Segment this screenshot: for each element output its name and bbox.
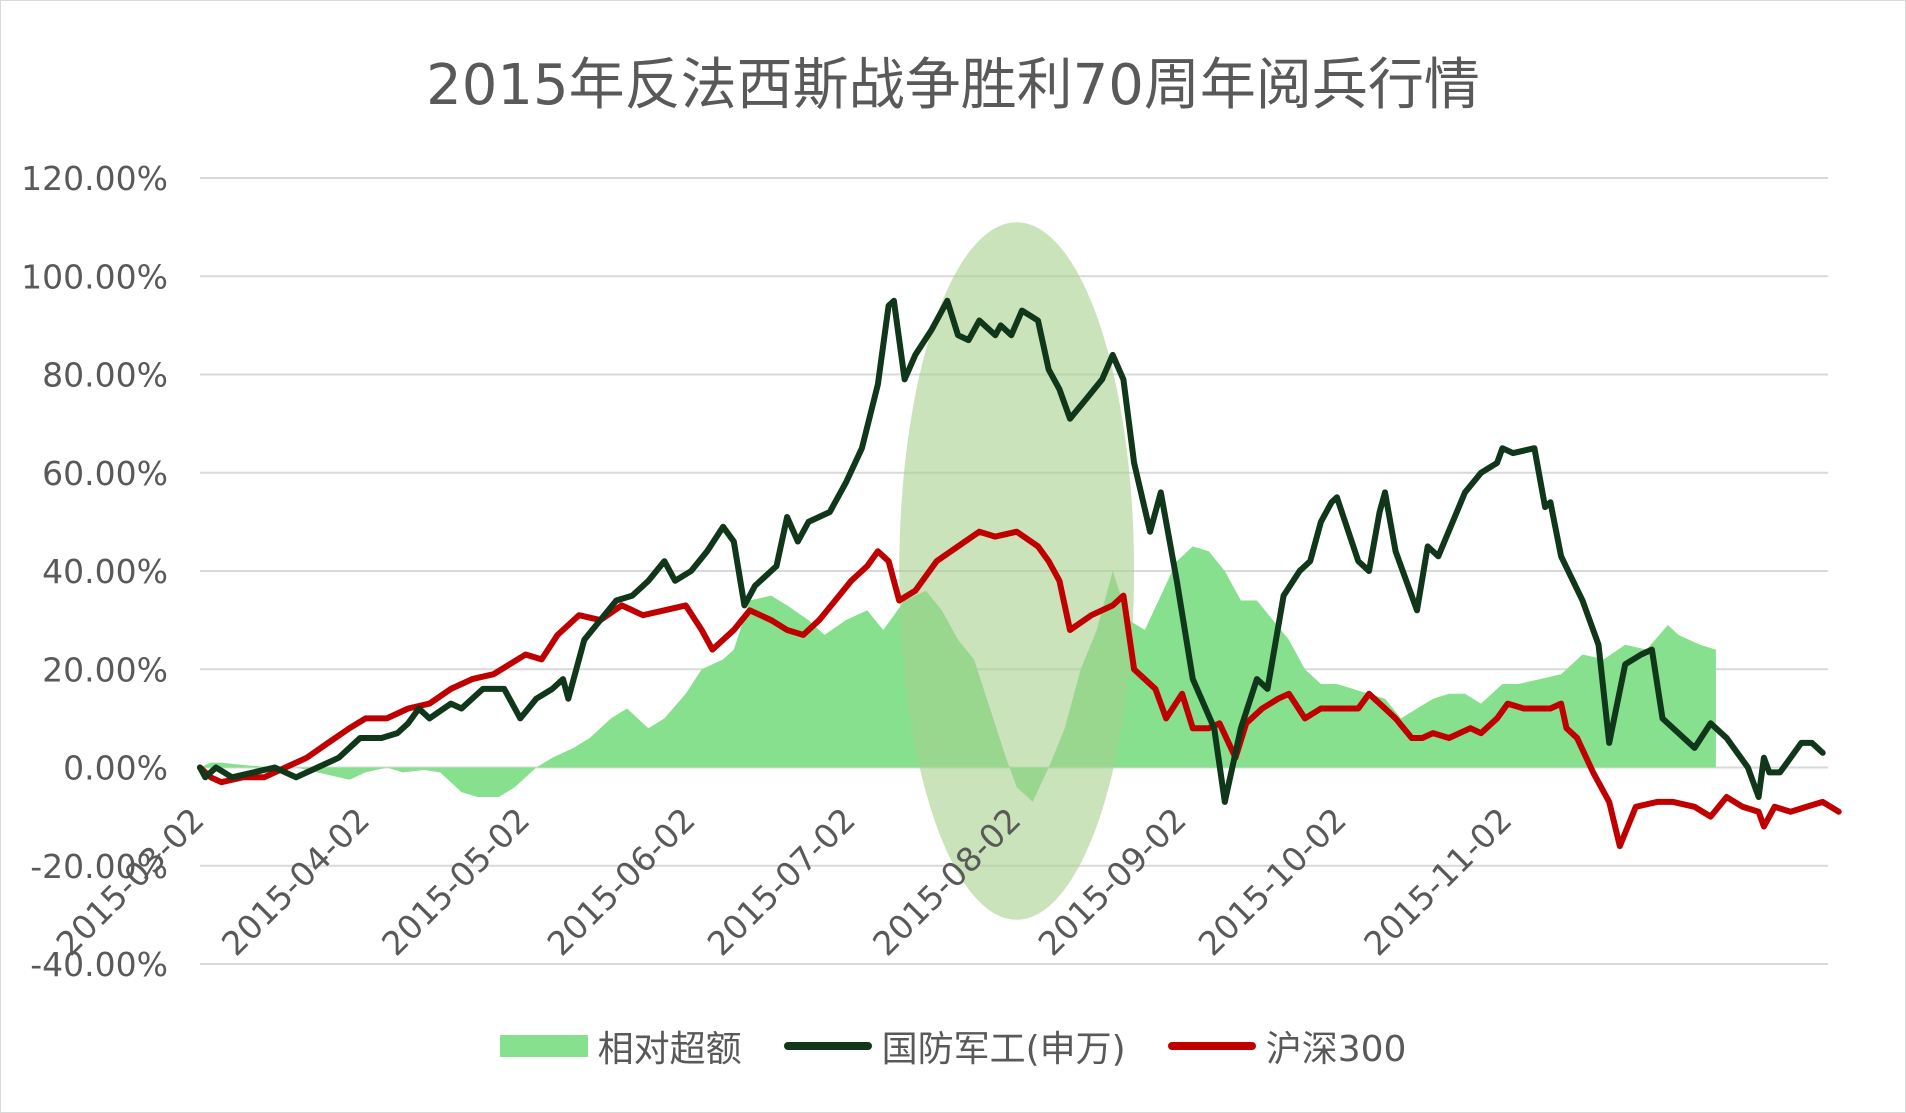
y-tick-label: 0.00% [63,749,168,788]
legend: 相对超额 国防军工(申万) 沪深300 [0,1020,1906,1072]
x-tick-label: 2015-07-02 [700,800,863,963]
x-tick-label: 2015-11-02 [1356,800,1519,963]
highlight-ellipse [899,222,1135,920]
y-tick-label: -20.00% [30,847,168,886]
legend-swatch-hs300 [1167,1042,1256,1050]
y-tick-label: 60.00% [42,454,168,493]
legend-item-defense: 国防军工(申万) [783,1020,1126,1072]
legend-swatch-defense [783,1042,872,1050]
y-tick-label: 100.00% [21,257,168,296]
legend-swatch-area [499,1035,588,1057]
legend-label-area: 相对超额 [597,1029,742,1070]
y-axis: -40.00% -20.00% 0.00% 20.00% 40.00% 60.00% 80.… [21,159,168,984]
y-tick-label: 120.00% [21,159,168,198]
y-tick-label: -40.00% [30,945,168,984]
series-line-defense [197,297,1826,805]
y-tick-label: 20.00% [42,650,168,689]
x-tick-label: 2015-04-02 [214,800,377,963]
x-tick-label: 2015-10-02 [1191,800,1354,963]
x-tick-label: 2015-05-02 [374,800,537,963]
legend-item-area: 相对超额 [499,1020,742,1072]
highlight-layer [899,222,1135,920]
series-line-hs300 [197,528,1842,850]
legend-item-hs300: 沪深300 [1167,1020,1407,1072]
legend-label-hs300: 沪深300 [1265,1029,1407,1070]
x-tick-label: 2015-06-02 [540,800,703,963]
chart-title: 2015年反法西斯战争胜利70周年阅兵行情 [426,53,1480,118]
line-layer [197,297,1842,850]
y-tick-label: 80.00% [42,356,168,395]
legend-label-defense: 国防军工(申万) [881,1029,1126,1070]
y-tick-label: 40.00% [42,552,168,591]
